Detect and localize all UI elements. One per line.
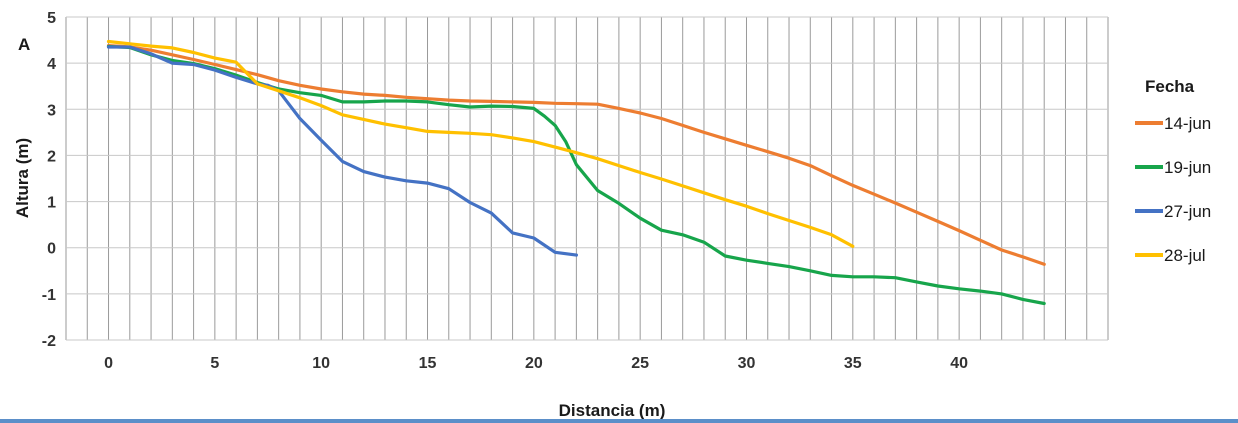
x-tick-label: 0 [104,355,113,372]
legend-label-14-jun: 14-jun [1164,114,1211,133]
legend-title: Fecha [1145,77,1195,96]
x-tick-label: 25 [631,355,649,372]
y-tick-label: 2 [47,148,56,165]
x-tick-label: 5 [210,355,219,372]
x-axis-title: Distancia (m) [559,401,666,420]
y-tick-label: -1 [42,287,56,304]
x-tick-label: 30 [738,355,756,372]
y-tick-label: 5 [47,10,56,27]
y-tick-label: 0 [47,241,56,258]
y-tick-label: 4 [47,56,56,73]
x-tick-label: 20 [525,355,543,372]
x-tick-label: 40 [950,355,968,372]
panel-label: A [18,35,30,54]
legend-label-28-jul: 28-jul [1164,246,1206,265]
x-axis-ticks: 0 5 10 15 20 25 30 35 40 [104,355,968,372]
x-tick-label: 15 [419,355,437,372]
legend-label-27-jun: 27-jun [1164,202,1211,221]
legend: Fecha 14-jun 19-jun 27-jun 28-jul [1135,77,1211,265]
y-tick-label: 1 [47,195,56,212]
y-axis-ticks: -2 -1 0 1 2 3 4 5 [42,10,56,350]
bottom-accent-strip [0,419,1238,423]
legend-label-19-jun: 19-jun [1164,158,1211,177]
y-tick-label: 3 [47,102,56,119]
x-tick-label: 10 [312,355,330,372]
y-tick-label: -2 [42,333,56,350]
series-lines [106,39,1046,306]
grid-lines [65,16,1109,341]
series-line-14-jun [106,44,1046,266]
series-line-28-jul [106,39,855,248]
x-tick-label: 35 [844,355,862,372]
y-axis-title: Altura (m) [13,138,32,218]
series-line-27-jun [106,45,578,257]
